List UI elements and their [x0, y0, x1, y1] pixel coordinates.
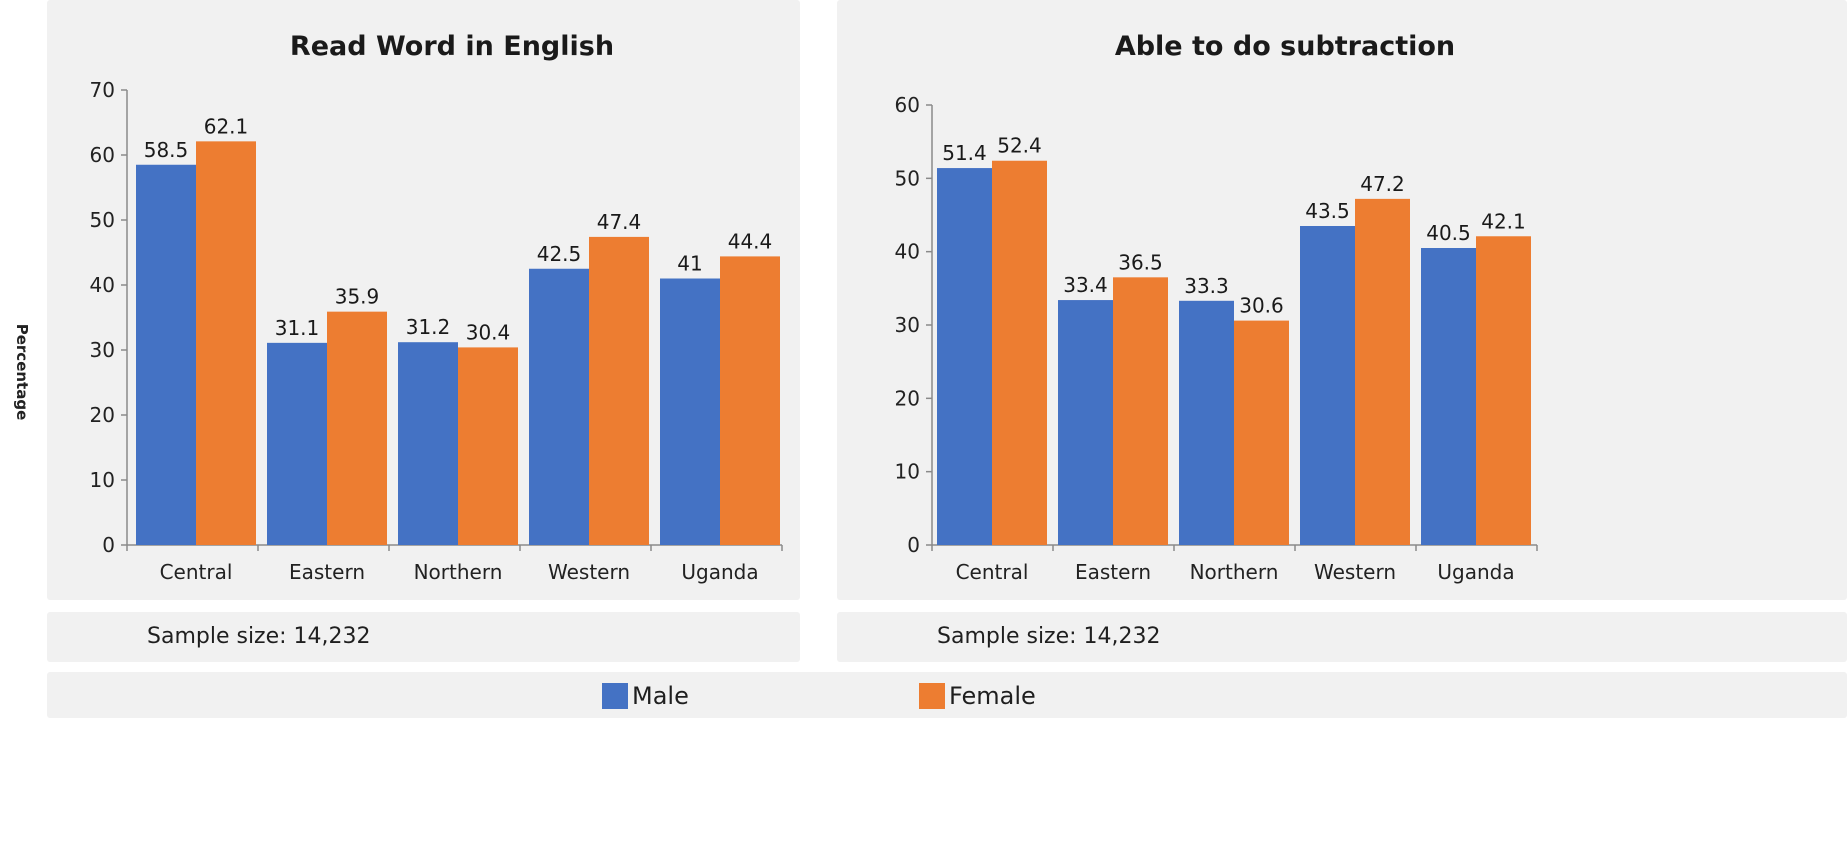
chart-panel-subtraction: Able to do subtraction 0 10 20 30 40 50 60 51.4 5… [837, 0, 1847, 713]
sample-size-text: Sample size: 14,232 [147, 624, 371, 649]
bar-female-western [589, 236, 649, 545]
data-label-male-western: 42.5 [537, 242, 582, 266]
bar-chart-subtraction: Able to do subtraction 0 10 20 30 40 50 60 51.4 5… [895, 31, 1538, 584]
data-label-male-western: 43.5 [1305, 199, 1350, 223]
category-label: Eastern [1075, 560, 1151, 584]
bar-chart-read-word: Read Word in English 0 10 20 30 40 50 60 70 58.5 6… [90, 31, 783, 584]
sample-size-box-subtraction: Sample size: 14,232 [837, 612, 1847, 662]
data-label-male-eastern: 33.4 [1063, 273, 1108, 297]
y-tick-label: 60 [895, 93, 920, 117]
bar-female-eastern [327, 311, 387, 545]
bar-male-central [937, 168, 992, 546]
data-label-female-western: 47.4 [597, 210, 642, 234]
category-label: Central [956, 560, 1029, 584]
bar-female-central [196, 141, 256, 545]
y-tick-label: 10 [895, 460, 920, 484]
y-tick-label: 20 [895, 386, 920, 410]
legend-label-male: Male [632, 682, 689, 710]
bar-female-northern [458, 347, 518, 545]
y-tick-label: 30 [895, 313, 920, 337]
legend-label-female: Female [949, 682, 1036, 710]
bar-male-eastern [1058, 300, 1113, 545]
legend: Male Female [47, 672, 1847, 718]
data-label-female-uganda: 42.1 [1481, 209, 1526, 233]
bar-male-uganda [660, 278, 720, 545]
chart-panel-read-word: Read Word in English 0 10 20 30 40 50 60 70 58.5 6… [47, 0, 800, 713]
bar-male-western [1300, 226, 1355, 545]
category-label: Northern [414, 560, 503, 584]
data-label-female-central: 62.1 [204, 114, 249, 138]
data-label-female-uganda: 44.4 [728, 229, 773, 253]
bar-female-eastern [1113, 277, 1168, 545]
legend-swatch-female [919, 683, 945, 709]
y-tick-label: 0 [102, 533, 115, 557]
bar-male-western [529, 268, 589, 545]
y-tick-label: 60 [90, 143, 115, 167]
data-label-male-central: 58.5 [144, 138, 189, 162]
sample-size-box-read-word: Sample size: 14,232 [47, 612, 800, 662]
y-tick-label: 30 [90, 338, 115, 362]
y-tick-label: 40 [895, 240, 920, 264]
category-label: Central [160, 560, 233, 584]
bar-male-northern [398, 342, 458, 545]
y-tick-label: 0 [907, 533, 920, 557]
bar-male-central [136, 164, 196, 545]
category-label: Western [1314, 560, 1396, 584]
data-label-male-uganda: 40.5 [1426, 221, 1471, 245]
y-tick-label: 50 [90, 208, 115, 232]
y-tick-label: 20 [90, 403, 115, 427]
bar-male-uganda [1421, 248, 1476, 545]
category-label: Uganda [1437, 560, 1514, 584]
bar-female-central [992, 160, 1047, 545]
sample-size-text: Sample size: 14,232 [937, 624, 1161, 649]
data-label-male-uganda: 41 [677, 252, 702, 276]
data-label-female-central: 52.4 [997, 134, 1042, 158]
category-label: Western [548, 560, 630, 584]
chart-title: Able to do subtraction [1115, 31, 1455, 62]
data-label-male-northern: 31.2 [406, 315, 451, 339]
chart-title: Read Word in English [290, 31, 614, 62]
chart-area-subtraction: Able to do subtraction 0 10 20 30 40 50 60 51.4 5… [837, 0, 1847, 600]
chart-area-read-word: Read Word in English 0 10 20 30 40 50 60 70 58.5 6… [47, 0, 800, 600]
data-label-female-northern: 30.6 [1239, 294, 1284, 318]
data-label-female-eastern: 36.5 [1118, 250, 1163, 274]
data-label-male-central: 51.4 [942, 141, 987, 165]
bar-female-western [1355, 198, 1410, 545]
y-tick-label: 40 [90, 273, 115, 297]
y-axis-title-text: Percentage [13, 323, 31, 421]
data-label-female-northern: 30.4 [466, 320, 511, 344]
bar-female-northern [1234, 320, 1289, 545]
category-label: Northern [1190, 560, 1279, 584]
legend-swatch-male [602, 683, 628, 709]
data-label-male-eastern: 31.1 [275, 316, 320, 340]
y-tick-label: 10 [90, 468, 115, 492]
data-label-male-northern: 33.3 [1184, 274, 1229, 298]
bar-female-uganda [720, 256, 780, 545]
y-tick-label: 70 [90, 78, 115, 102]
bar-female-uganda [1476, 236, 1531, 545]
category-label: Eastern [289, 560, 365, 584]
bar-male-eastern [267, 342, 327, 545]
bar-male-northern [1179, 300, 1234, 545]
data-label-female-western: 47.2 [1360, 172, 1405, 196]
data-label-female-eastern: 35.9 [335, 285, 380, 309]
category-label: Uganda [681, 560, 758, 584]
y-tick-label: 50 [895, 166, 920, 190]
